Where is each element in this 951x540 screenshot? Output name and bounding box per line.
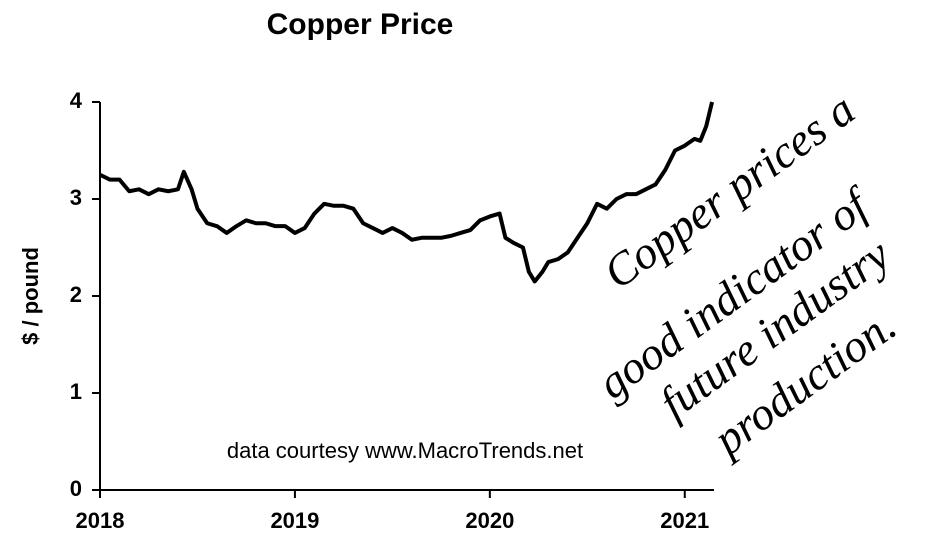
x-tick-label: 2019 bbox=[270, 508, 319, 533]
x-tick-label: 2020 bbox=[465, 508, 514, 533]
x-tick-label: 2018 bbox=[76, 508, 125, 533]
source-note: data courtesy www.MacroTrends.net bbox=[227, 438, 583, 463]
y-tick-label: 4 bbox=[70, 88, 83, 113]
y-tick-label: 2 bbox=[70, 282, 82, 307]
y-tick-label: 1 bbox=[70, 379, 82, 404]
handwritten-note: Copper prices a good indicator of future… bbox=[588, 83, 905, 466]
y-tick-label: 0 bbox=[70, 476, 82, 501]
y-axis-label: $ / pound bbox=[18, 247, 43, 345]
y-tick-label: 3 bbox=[70, 185, 82, 210]
price-line bbox=[99, 101, 714, 284]
x-tick-label: 2021 bbox=[660, 508, 709, 533]
chart-title: Copper Price bbox=[267, 8, 454, 41]
